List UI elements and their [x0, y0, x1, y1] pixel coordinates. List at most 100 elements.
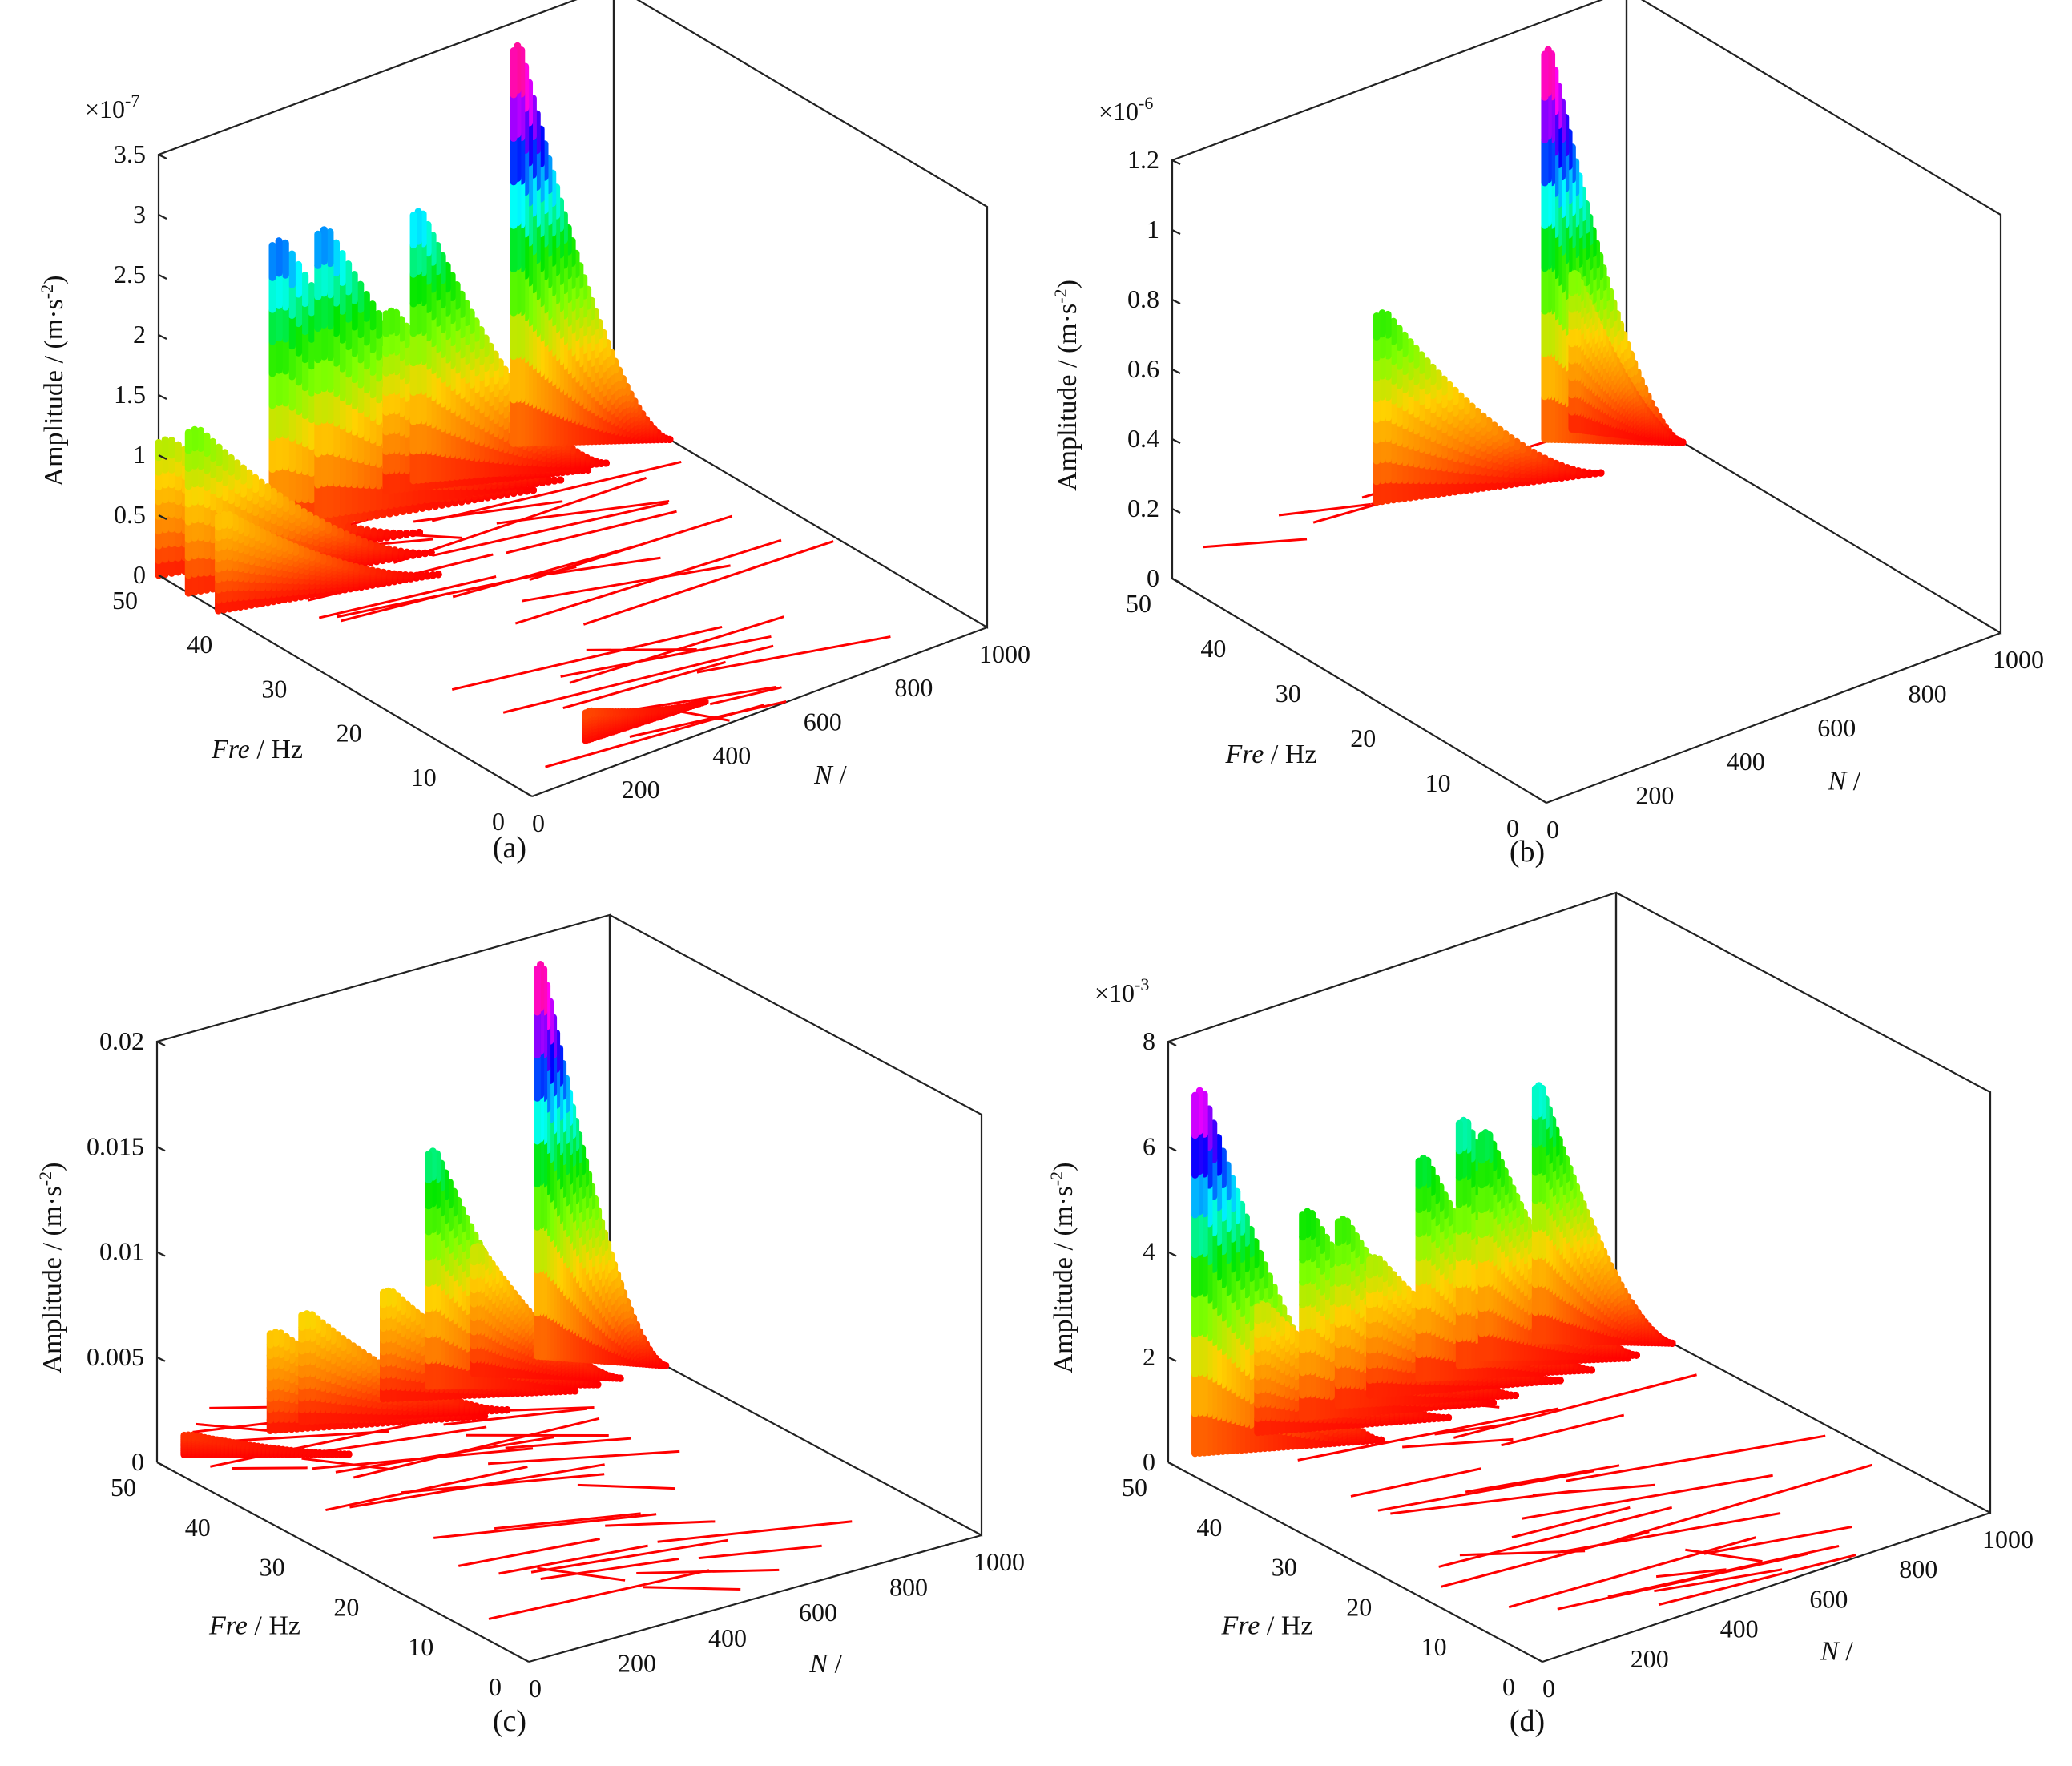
- noise-line: [494, 1512, 641, 1530]
- z-exponent: ×10-7: [85, 91, 139, 123]
- n-tick-label: 0: [532, 808, 545, 837]
- n-tick-label: 800: [894, 673, 933, 702]
- z-tick-label: 3.5: [114, 139, 146, 168]
- noise-line: [488, 1449, 680, 1466]
- n-tick-label: 600: [1817, 713, 1856, 742]
- noise-line: [621, 685, 776, 713]
- fre-tick-label: 20: [1350, 724, 1376, 752]
- noise-line: [540, 1558, 679, 1580]
- back-wall-right: [1626, 0, 2002, 635]
- noise-line: [522, 564, 731, 603]
- n-axis-line: [1546, 631, 2001, 804]
- fre-tick-label: 40: [1200, 634, 1226, 663]
- noise-line: [1203, 538, 1308, 549]
- surface-b: [1203, 46, 1687, 549]
- z-tick-label: 1.2: [1127, 145, 1159, 174]
- surface-a: [155, 42, 891, 768]
- noise-line: [488, 1569, 710, 1620]
- z-exponent: ×10-6: [1098, 93, 1153, 126]
- noise-line: [586, 648, 697, 651]
- noise-line: [629, 700, 787, 738]
- noise-line: [657, 1520, 853, 1543]
- noise-line: [401, 1473, 605, 1494]
- n-axis-line: [528, 1534, 982, 1663]
- noise-line: [605, 1520, 716, 1527]
- z-tick-mark: [1171, 159, 1181, 165]
- noise-line: [458, 1538, 600, 1567]
- noise-line: [577, 1483, 675, 1490]
- fre-tick-label: 10: [1425, 768, 1451, 797]
- noise-line: [431, 460, 682, 522]
- noise-line: [318, 575, 497, 619]
- n-tick-label: 1000: [1993, 645, 2044, 674]
- fre-tick-label: 0: [492, 807, 505, 836]
- z-tick-label: 1: [133, 440, 146, 469]
- fre-tick-label: 20: [337, 719, 362, 748]
- noise-line: [413, 500, 563, 523]
- noise-line: [1278, 502, 1371, 517]
- noise-line: [562, 660, 726, 709]
- z-tick-label: 3: [133, 200, 146, 228]
- noise-line: [696, 635, 891, 674]
- n-tick-label: 400: [1727, 747, 1765, 776]
- noise-line: [502, 644, 774, 714]
- noise-line: [443, 1407, 587, 1426]
- z-tick-label: 2.5: [114, 260, 146, 288]
- z-tick-mark: [158, 334, 167, 340]
- noise-line: [325, 1466, 528, 1512]
- noise-line: [530, 1538, 729, 1574]
- n-axis-line: [531, 626, 988, 798]
- noise-line: [498, 1544, 648, 1575]
- noise-line: [514, 538, 782, 625]
- noise-line: [451, 625, 723, 691]
- fre-tick-label: 10: [411, 763, 437, 792]
- z-tick-mark: [158, 274, 167, 280]
- z-tick-label: 0.2: [1127, 494, 1159, 522]
- z-tick-label: 1: [1147, 215, 1159, 244]
- n-tick-label: 600: [804, 707, 842, 736]
- noise-line: [312, 1447, 534, 1470]
- n-axis-label: N /: [1828, 766, 1861, 796]
- noise-line: [582, 540, 834, 626]
- z-tick-mark: [158, 214, 167, 220]
- z-tick-mark: [158, 154, 167, 159]
- noise-line: [393, 477, 647, 564]
- noise-line: [698, 1544, 822, 1560]
- noise-line: [232, 1466, 308, 1470]
- z-tick-mark: [1171, 578, 1181, 583]
- noise-line: [232, 1430, 389, 1442]
- noise-line: [433, 1513, 657, 1539]
- z-tick-label: 0: [133, 560, 146, 589]
- fre-axis-label: Fre / Hz: [211, 735, 303, 764]
- noise-line: [643, 1586, 741, 1591]
- n-tick-label: 200: [622, 775, 660, 804]
- back-wall-right: [609, 914, 983, 1537]
- fre-tick-label: 50: [1126, 589, 1151, 618]
- z-tick-label: 0.6: [1127, 354, 1159, 383]
- fre-tick-label: 30: [1276, 679, 1301, 708]
- noise-line: [549, 556, 661, 575]
- n-tick-label: 1000: [979, 639, 1030, 668]
- panel-caption: (a): [493, 831, 526, 865]
- z-tick-mark: [1171, 369, 1181, 374]
- z-tick-mark: [1171, 229, 1181, 235]
- noise-line: [505, 510, 677, 554]
- noise-line: [432, 502, 669, 557]
- z-tick-mark: [158, 575, 167, 580]
- z-tick-mark: [158, 514, 167, 520]
- fre-axis-line: [156, 1462, 530, 1663]
- z-tick-mark: [1171, 508, 1181, 514]
- fre-axis-line: [1171, 578, 1547, 804]
- z-axis-label: Amplitude / (m·s-2): [1050, 280, 1082, 491]
- z-tick-label: 0.4: [1127, 424, 1159, 453]
- z-tick-mark: [1171, 438, 1181, 444]
- n-tick-label: 800: [1909, 679, 1947, 708]
- panel-a: 00.511.522.533.5010203040500200400600800…: [37, 0, 1030, 865]
- noise-line: [341, 592, 449, 623]
- surface-c: [180, 961, 853, 1620]
- noise-line: [560, 635, 772, 678]
- z-tick-label: 1.5: [114, 380, 146, 409]
- fre-tick-label: 50: [112, 586, 138, 615]
- noise-line: [505, 1437, 631, 1449]
